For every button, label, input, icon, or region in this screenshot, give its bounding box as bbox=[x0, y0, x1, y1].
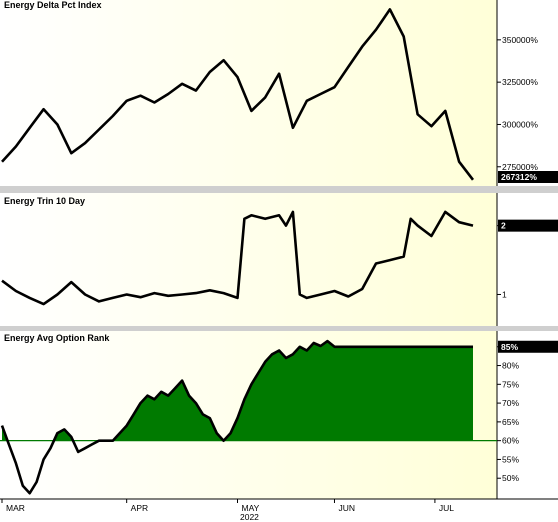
panel-3-series-line bbox=[0, 339, 473, 495]
panel-1-last-value-tag bbox=[498, 171, 558, 183]
panel-3-ytick-label: 75% bbox=[502, 379, 519, 389]
panel-3-area-fill bbox=[2, 341, 473, 441]
panel-3-ytick-label: 50% bbox=[502, 473, 519, 483]
panel-1-title: Energy Delta Pct Index bbox=[4, 0, 102, 10]
panel-3-ytick-label: 60% bbox=[502, 436, 519, 446]
panel-2-ytick-label: 1 bbox=[502, 289, 507, 299]
panel-2-background bbox=[0, 193, 497, 326]
x-axis-month-label: JUL bbox=[439, 503, 454, 513]
panel-3-last-value-tag bbox=[498, 340, 558, 353]
panel-2-last-value-label: 2 bbox=[501, 221, 506, 231]
panel-3-last-value-label: 85% bbox=[501, 342, 518, 352]
separator-2 bbox=[0, 326, 558, 331]
panel-1-background bbox=[0, 0, 497, 186]
panel-3-ytick-label: 80% bbox=[502, 361, 519, 371]
panel-1-last-value-label: 267312% bbox=[501, 172, 537, 182]
x-axis-month-label: APR bbox=[131, 503, 148, 513]
panel-1-ytick-label: 300000% bbox=[502, 119, 538, 129]
x-axis-month-label: JUN bbox=[338, 503, 355, 513]
x-axis-month-label: MAY bbox=[242, 503, 260, 513]
panel-2-last-value-tag bbox=[498, 219, 558, 232]
panel-2-title: Energy Trin 10 Day bbox=[4, 196, 85, 206]
panel-1-series-line bbox=[1, 8, 475, 181]
separator-1 bbox=[0, 186, 558, 193]
panel-3-ytick-label: 55% bbox=[502, 454, 519, 464]
panel-1-ytick-label: 350000% bbox=[502, 35, 538, 45]
x-axis-year-label: 2022 bbox=[240, 512, 259, 522]
panel-3-ytick-label: 70% bbox=[502, 398, 519, 408]
panel-3-title: Energy Avg Option Rank bbox=[4, 333, 110, 343]
panel-1-ytick-label: 325000% bbox=[502, 77, 538, 87]
panel-1-ytick-label: 275000% bbox=[502, 162, 538, 172]
panel-3-ytick-label: 65% bbox=[502, 417, 519, 427]
x-axis-month-label: MAR bbox=[6, 503, 25, 513]
panel-2-series-line bbox=[1, 210, 474, 306]
